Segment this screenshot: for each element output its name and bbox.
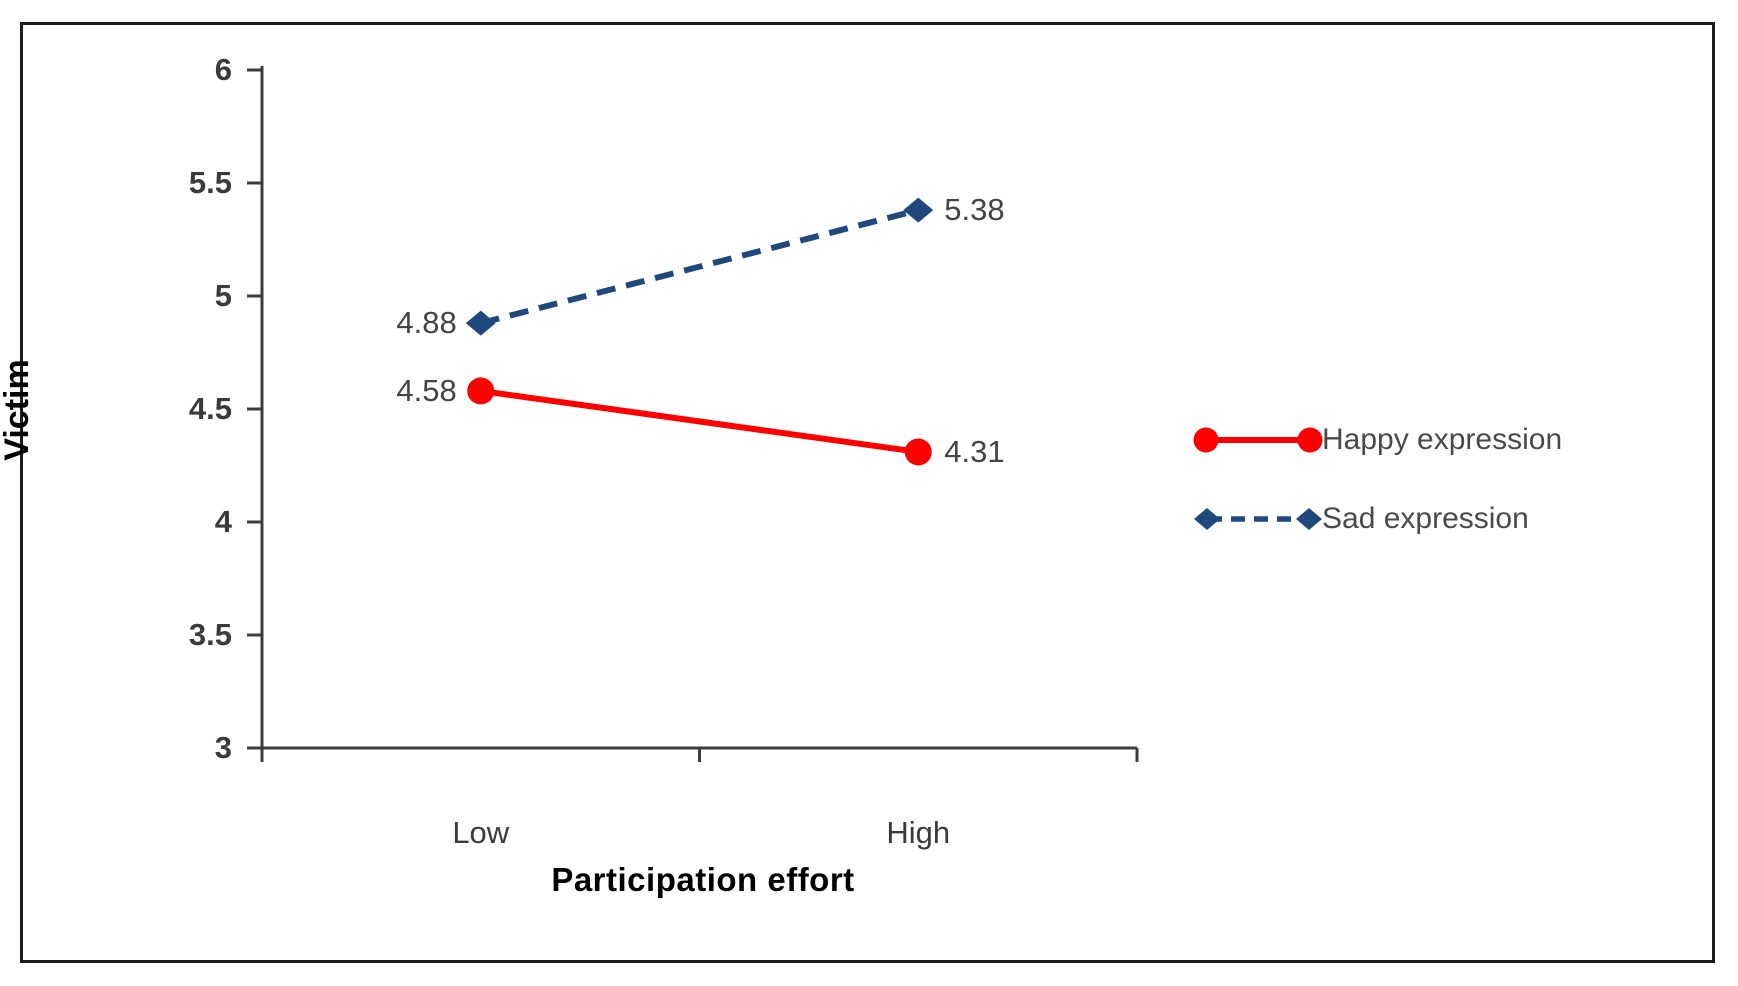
legend-item-sad-expression: Sad expression [1192,500,1562,538]
y-tick-label: 4.5 [188,391,232,426]
x-category-label: High [886,815,951,850]
legend-item-happy-expression: Happy expression [1192,421,1562,459]
legend-label: Sad expression [1322,502,1529,535]
y-tick-label: 3 [214,730,232,765]
data-label: 4.58 [396,372,457,408]
happy-series-legend-sample [1193,427,1323,453]
y-tick-label: 6 [214,52,232,87]
y-tick-label: 4 [214,504,232,539]
legend-label: Happy expression [1322,423,1563,456]
data-label: 5.38 [944,192,1005,228]
y-tick-label: 5 [214,278,232,313]
x-category-label: Low [452,815,510,850]
data-label: 4.88 [396,305,457,341]
y-tick-label: 5.5 [188,165,232,200]
sad-series-legend-sample [1194,508,1322,530]
data-label: 4.31 [944,433,1005,469]
y-axis-title: Victim [0,359,36,461]
figure-border [20,22,1715,963]
y-tick-label: 3.5 [188,617,232,652]
legend: Happy expression Sad expression [1192,421,1562,538]
x-axis-title: Participation effort [551,861,855,898]
